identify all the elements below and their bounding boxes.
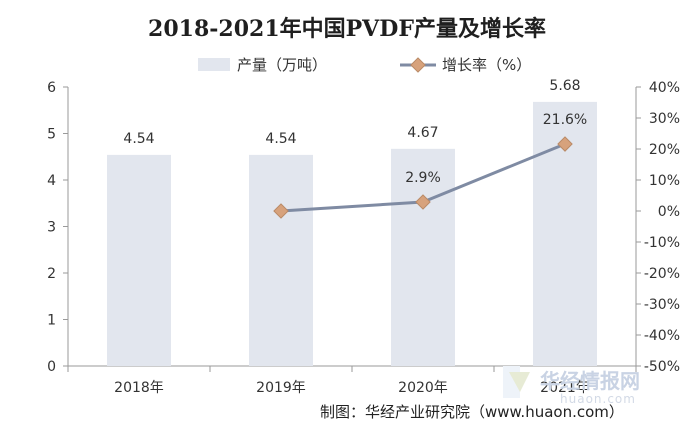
source-note: 制图：华经产业研究院（www.huaon.com）: [320, 403, 624, 421]
y-left-tick-label-6: 6: [47, 80, 56, 96]
legend-marker-growth: [410, 57, 426, 73]
bar-0: [107, 154, 171, 366]
y-right-tick-label-3: -20%: [644, 266, 680, 282]
legend-label-growth: 增长率（%）: [442, 56, 531, 74]
growth-line-group: [273, 136, 573, 219]
y-right-tick-label-0: -50%: [644, 359, 680, 375]
y-right-tick-label-2: -30%: [644, 297, 680, 313]
y-right-tick-label-8: 30%: [649, 111, 680, 127]
bar-value-label-0: 4.54: [123, 131, 154, 147]
x-tick-label-3: 2021年: [540, 380, 590, 396]
data-labels-group: 4.54 4.54 4.67 5.68 2.9% 21.6%: [123, 78, 587, 186]
x-tick-label-2: 2020年: [398, 380, 448, 396]
growth-value-label-3: 21.6%: [543, 112, 587, 128]
y-right-tick-label-4: -10%: [644, 235, 680, 251]
y-left-tick-label-0: 0: [47, 359, 56, 375]
legend-swatch-production: [198, 58, 230, 71]
y-right-tick-label-7: 20%: [649, 142, 680, 158]
y-left-tick-label-2: 2: [47, 266, 56, 282]
growth-point-2: [415, 194, 431, 210]
bar-value-label-3: 5.68: [549, 78, 580, 94]
bar-value-label-2: 4.67: [407, 125, 438, 141]
bar-1: [249, 154, 313, 366]
x-tick-label-1: 2019年: [256, 380, 306, 396]
growth-value-label-2: 2.9%: [405, 170, 441, 186]
legend-label-production: 产量（万吨）: [237, 56, 327, 74]
x-tick-label-0: 2018年: [114, 380, 164, 396]
y-right-tick-label-6: 10%: [649, 173, 680, 189]
bars-group: [107, 101, 597, 366]
y-right-tick-label-5: 0%: [658, 204, 680, 220]
watermark-url: huaon.com: [560, 392, 636, 406]
y-left-tick-label-1: 1: [47, 313, 56, 329]
y-left-tick-label-3: 3: [47, 220, 56, 236]
growth-point-3: [557, 136, 573, 152]
ticks-group: 0 1 2 3 4 5 6 -50% -40% -30% -20% -10% 0% 10% 20% 30% 40…: [47, 80, 680, 396]
chart-title: 2018-2021年中国PVDF产量及增长率: [148, 16, 546, 42]
y-right-tick-label-1: -40%: [644, 328, 680, 344]
watermark-logo-accent: [509, 372, 530, 392]
watermark-text: 华经情报网: [540, 369, 640, 393]
bar-2: [391, 148, 455, 366]
growth-point-1: [273, 203, 289, 219]
y-right-tick-label-9: 40%: [649, 80, 680, 96]
y-left-tick-label-4: 4: [47, 173, 56, 189]
watermark: 华经情报网 huaon.com: [503, 366, 640, 406]
bar-value-label-1: 4.54: [265, 131, 296, 147]
y-left-tick-label-5: 5: [47, 127, 56, 143]
